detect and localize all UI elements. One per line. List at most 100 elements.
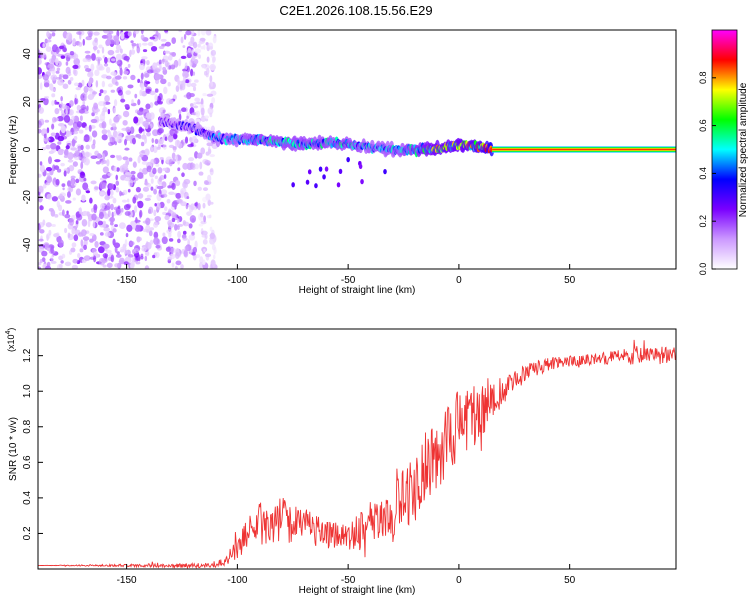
heatmap-noise-cell	[163, 174, 167, 179]
heatmap-noise-cell	[142, 49, 148, 53]
heatmap-noise-cell	[209, 154, 215, 158]
heatmap-noise-cell	[38, 185, 44, 193]
heatmap-noise-cell	[70, 247, 76, 253]
heatmap-noise-cell	[133, 116, 139, 124]
heatmap-noise-cell	[102, 153, 106, 162]
heatmap-noise-cell	[204, 233, 208, 240]
heatmap-noise-cell	[42, 74, 49, 81]
heatmap-noise-cell	[143, 80, 148, 88]
heatmap-noise-cell	[54, 99, 57, 105]
heatmap-noise-cell	[78, 129, 84, 134]
heatmap-noise-cell	[77, 145, 82, 152]
heatmap-noise-cell	[134, 93, 138, 99]
heatmap-noise-cell	[98, 44, 103, 49]
heatmap-noise-cell	[140, 34, 145, 41]
heatmap-noise-cell	[177, 230, 182, 239]
heatmap-noise-cell	[131, 43, 135, 49]
heatmap-noise-cell	[141, 42, 148, 46]
heatmap-noise-cell	[210, 81, 214, 87]
heatmap-noise-cell	[80, 172, 85, 176]
heatmap-marks	[38, 30, 676, 269]
heatmap-noise-cell	[83, 134, 90, 143]
heatmap-noise-cell	[200, 30, 207, 36]
heatmap-noise-cell	[137, 155, 141, 164]
heatmap-noise-cell	[180, 36, 184, 44]
heatmap-noise-cell	[182, 162, 189, 170]
heatmap-noise-cell	[86, 211, 91, 217]
heatmap-noise-cell	[86, 105, 89, 112]
heatmap-noise-cell	[178, 30, 183, 33]
heatmap-noise-cell	[137, 193, 144, 199]
heatmap-noise-cell	[113, 35, 120, 41]
heatmap-noise-cell	[182, 75, 186, 84]
heatmap-noise-cell	[42, 183, 47, 189]
y-multiplier: (x104)	[5, 328, 16, 352]
heatmap-noise-cell	[137, 201, 141, 205]
heatmap-noise-cell	[130, 40, 134, 44]
heatmap-noise-cell	[55, 57, 59, 66]
colorbar-tick-label: 0.8	[698, 72, 708, 85]
heatmap-noise-cell	[162, 66, 167, 71]
heatmap-noise-cell	[202, 196, 208, 203]
heatmap-noise-cell	[188, 234, 196, 241]
heatmap-noise-cell	[152, 62, 158, 71]
heatmap-noise-cell	[63, 115, 71, 123]
heatmap-noise-cell	[162, 193, 168, 198]
heatmap-noise-cell	[155, 244, 161, 249]
heatmap-noise-cell	[106, 262, 113, 268]
heatmap-noise-cell	[38, 74, 43, 79]
heatmap-noise-cell	[83, 244, 87, 251]
heatmap-noise-cell	[117, 89, 123, 96]
heatmap-noise-cell	[148, 230, 153, 237]
heatmap-noise-cell	[115, 81, 119, 86]
heatmap-noise-cell	[93, 185, 99, 192]
heatmap-noise-cell	[131, 99, 134, 104]
heatmap-noise-cell	[45, 233, 51, 240]
heatmap-noise-cell	[204, 115, 209, 119]
heatmap-noise-cell	[65, 108, 68, 116]
heatmap-noise-cell	[84, 126, 88, 131]
heatmap-noise-cell	[165, 246, 172, 252]
heatmap-noise-cell	[204, 160, 211, 166]
heatmap-noise-cell	[73, 69, 78, 77]
heatmap-noise-cell	[115, 60, 121, 65]
heatmap-noise-cell	[206, 126, 211, 131]
heatmap-noise-cell	[87, 80, 92, 87]
heatmap-noise-cell	[140, 141, 145, 147]
heatmap-noise-cell	[125, 135, 133, 141]
heatmap-noise-cell	[54, 214, 59, 218]
heatmap-noise-cell	[162, 58, 165, 64]
heatmap-noise-cell	[194, 240, 198, 249]
heatmap-noise-cell	[209, 232, 216, 240]
heatmap-noise-cell	[103, 30, 110, 34]
heatmap-noise-cell	[159, 63, 162, 72]
heatmap-noise-cell	[177, 238, 181, 244]
heatmap-noise-cell	[153, 231, 159, 239]
colorbar-ticks: 0.0 0.2 0.4 0.6 0.8	[698, 72, 716, 275]
heatmap-noise-cell	[186, 196, 190, 200]
heatmap-noise-cell	[193, 58, 199, 65]
heatmap-noise-cell	[189, 215, 197, 223]
heatmap-noise-cell	[39, 205, 44, 211]
heatmap-noise-cell	[192, 246, 198, 254]
heatmap-noise-cell	[82, 210, 88, 216]
heatmap-noise-cell	[181, 172, 185, 178]
heatmap-noise-cell	[81, 219, 88, 227]
heatmap-noise-cell	[109, 39, 115, 45]
heatmap-noise-cell	[75, 188, 82, 196]
heatmap-noise-cell	[78, 41, 83, 47]
heatmap-noise-cell	[82, 57, 88, 63]
heatmap-noise-cell	[92, 220, 96, 229]
heatmap-noise-cell	[38, 128, 42, 134]
heatmap-noise-cell	[42, 43, 45, 48]
heatmap-noise-cell	[171, 182, 176, 190]
heatmap-noise-cell	[38, 58, 42, 66]
heatmap-noise-cell	[122, 189, 128, 196]
heatmap-noise-cell	[116, 251, 120, 255]
heatmap-noise-cell	[168, 65, 172, 70]
heatmap-noise-cell	[85, 190, 91, 194]
heatmap-noise-cell	[136, 236, 141, 243]
heatmap-noise-cell	[65, 200, 72, 204]
heatmap-noise-cell	[79, 248, 84, 253]
heatmap-noise-cell	[184, 246, 189, 251]
